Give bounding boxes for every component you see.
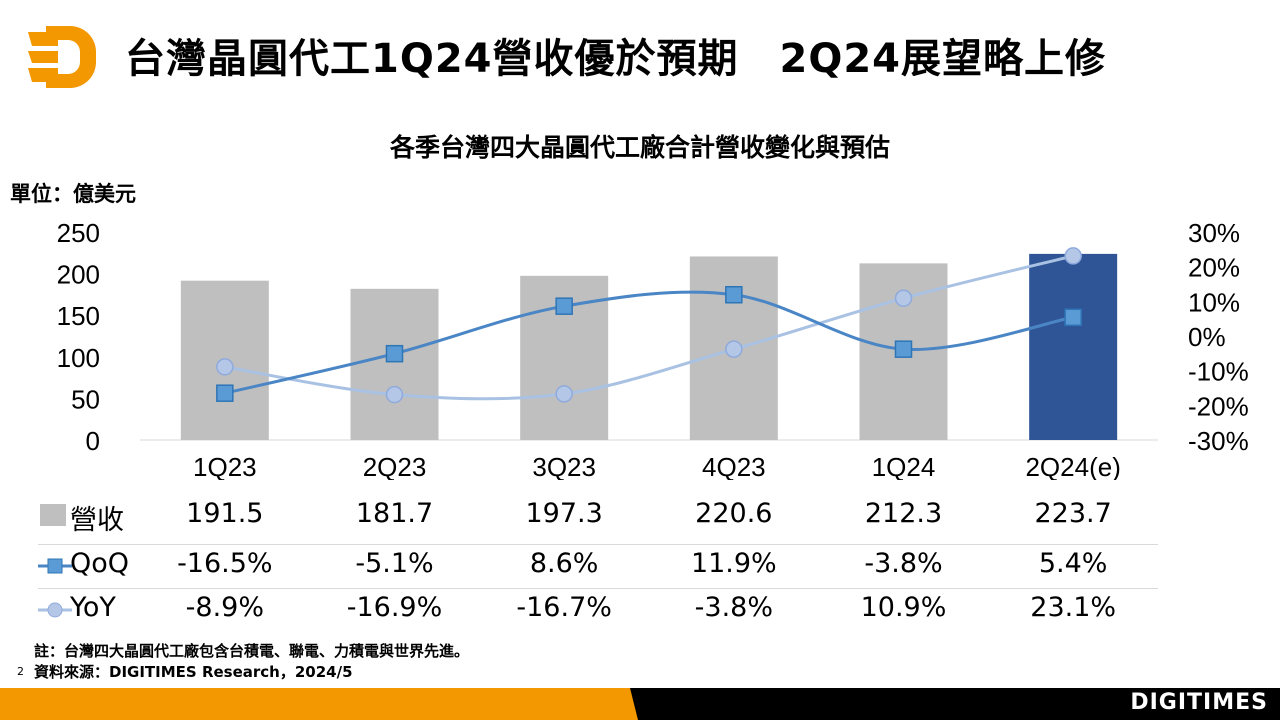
y-tick-label: 250 xyxy=(57,218,100,248)
table-cell: -16.5% xyxy=(177,548,273,579)
table-divider xyxy=(38,588,1158,589)
yoy-marker xyxy=(894,289,913,307)
table-cell: -16.7% xyxy=(516,592,612,623)
table-cell: -16.9% xyxy=(346,592,443,623)
table-cell: 5.4% xyxy=(1038,548,1108,579)
y2-tick-label: 30% xyxy=(1188,218,1240,248)
qoq-line xyxy=(224,290,1074,395)
table-cell: 197.3 xyxy=(525,498,603,529)
x-tick-label: 2Q24(e) xyxy=(1025,452,1120,480)
y-axis-label: 單位：億美元 xyxy=(10,182,136,206)
legend-key-bar xyxy=(40,504,66,526)
digitimes-logo xyxy=(28,26,96,88)
table-cell: 8.6% xyxy=(529,548,599,579)
bar-2Q24(e) xyxy=(1029,253,1118,440)
table-cell: 191.5 xyxy=(186,498,264,529)
y2-tick-label: 20% xyxy=(1188,253,1240,283)
brand-logo: DIGITIMES xyxy=(1130,690,1268,715)
legend-key-qoq xyxy=(38,558,72,574)
qoq-marker xyxy=(555,297,573,315)
table-cell: 220.6 xyxy=(695,498,773,529)
yoy-marker xyxy=(1064,247,1082,265)
table-cell: 10.9% xyxy=(860,592,947,623)
y2-tick-label: -20% xyxy=(1188,391,1249,421)
source: 資料來源：DIGITIMES Research，2024/5 xyxy=(34,663,353,681)
x-tick-label: 1Q23 xyxy=(193,452,257,480)
table-cell: -8.9% xyxy=(185,592,264,623)
table-cell: -3.8% xyxy=(864,548,943,579)
legend-label: 營收 xyxy=(70,505,124,536)
x-tick-label: 3Q23 xyxy=(532,452,596,480)
y2-tick-label: 10% xyxy=(1188,287,1240,317)
y2-tick-label: 0% xyxy=(1188,322,1226,352)
y-tick-label: 150 xyxy=(57,301,100,331)
yoy-marker xyxy=(555,385,573,403)
table-cell: 11.9% xyxy=(690,548,777,579)
y2-tick-label: -30% xyxy=(1188,426,1249,456)
chart-title: 各季台灣四大晶圓代工廠合計營收變化與預估 xyxy=(389,133,890,162)
table-cell: -5.1% xyxy=(355,548,434,579)
page-title: 台灣晶圓代工1Q24營收優於預期 2Q24展望略上修 xyxy=(125,36,1106,82)
legend-key-yoy xyxy=(38,602,72,618)
table-divider xyxy=(38,544,1158,545)
yoy-marker xyxy=(725,340,743,358)
table-row-YoY: YoY -8.9% -16.9% -16.7% -3.8% 10.9% 23.1% xyxy=(0,592,1160,632)
chart: 0 50 100 150 200 250 30% 20% 10% 0% -10% -20% -30% 1Q… xyxy=(57,218,1249,480)
page-number: 2 xyxy=(17,665,24,678)
qoq-marker xyxy=(1064,308,1082,327)
table-row-營收: 營收 191.5 181.7 197.3 220.6 212.3 223.7 xyxy=(0,498,1160,538)
bar-2Q23 xyxy=(350,288,439,440)
table-cell: -3.8% xyxy=(694,592,773,623)
footer-bar xyxy=(0,688,1280,720)
legend-label: YoY xyxy=(70,592,116,623)
yoy-marker xyxy=(385,385,404,404)
table-row-QoQ: QoQ -16.5% -5.1% 8.6% 11.9% -3.8% 5.4% xyxy=(0,548,1160,588)
table-cell: 212.3 xyxy=(864,498,943,529)
table-cell: 223.7 xyxy=(1034,498,1112,529)
y-tick-label: 0 xyxy=(86,426,100,456)
footnote: 註：台灣四大晶圓代工廠包含台積電、聯電、力積電與世界先進。 xyxy=(34,642,470,660)
qoq-marker xyxy=(894,340,913,358)
x-tick-label: 2Q23 xyxy=(363,452,427,480)
y-tick-label: 200 xyxy=(57,260,100,290)
x-tick-label: 4Q23 xyxy=(702,452,766,480)
qoq-marker xyxy=(725,285,743,304)
legend-label: QoQ xyxy=(70,548,130,579)
x-tick-label: 1Q24 xyxy=(872,452,936,480)
table-cell: 181.7 xyxy=(355,498,434,529)
yoy-line xyxy=(224,254,1074,401)
table-cell: 23.1% xyxy=(1030,592,1117,623)
qoq-marker xyxy=(385,344,404,363)
qoq-marker xyxy=(216,384,234,402)
y-tick-label: 50 xyxy=(71,384,100,414)
yoy-marker xyxy=(216,358,234,376)
y2-tick-label: -10% xyxy=(1188,357,1249,387)
y-tick-label: 100 xyxy=(57,343,100,373)
